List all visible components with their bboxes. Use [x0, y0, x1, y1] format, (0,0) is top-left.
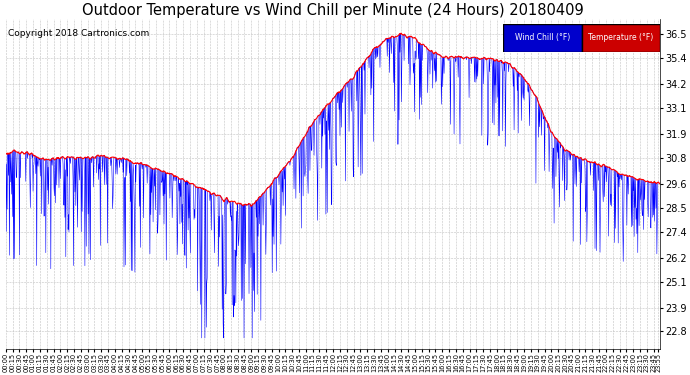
Text: Copyright 2018 Cartronics.com: Copyright 2018 Cartronics.com: [8, 29, 149, 38]
Title: Outdoor Temperature vs Wind Chill per Minute (24 Hours) 20180409: Outdoor Temperature vs Wind Chill per Mi…: [82, 3, 584, 18]
